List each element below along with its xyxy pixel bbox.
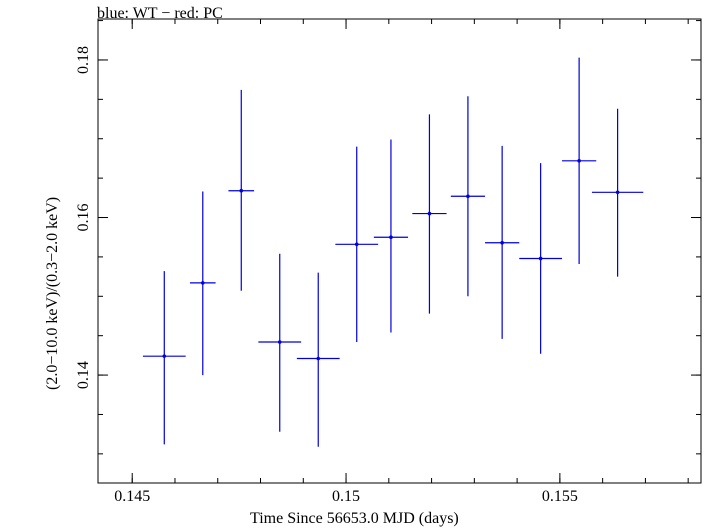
y-tick-label: 0.14 bbox=[75, 361, 92, 389]
chart-title: blue: WT − red: PC bbox=[97, 5, 223, 22]
data-point bbox=[258, 253, 302, 432]
point-marker bbox=[354, 242, 359, 247]
y-tick-label: 0.18 bbox=[75, 46, 92, 74]
x-tick-label: 0.15 bbox=[332, 488, 360, 505]
data-point bbox=[228, 89, 255, 291]
data-point bbox=[189, 191, 216, 376]
y-tick-label: 0.16 bbox=[75, 204, 92, 232]
data-point bbox=[485, 145, 520, 339]
data-point bbox=[562, 57, 597, 264]
point-marker bbox=[427, 211, 432, 216]
data-point bbox=[591, 108, 644, 277]
point-marker bbox=[316, 356, 321, 361]
data-point bbox=[296, 272, 340, 447]
plot-frame bbox=[97, 18, 702, 484]
point-marker bbox=[615, 190, 620, 195]
point-marker bbox=[239, 188, 244, 193]
x-tick-label: 0.145 bbox=[114, 488, 150, 505]
data-point bbox=[412, 114, 447, 314]
point-marker bbox=[466, 194, 470, 199]
point-marker bbox=[277, 340, 282, 344]
data-point bbox=[373, 139, 409, 333]
y-axis-label: (2.0−10.0 keV)/(0.3−2.0 keV) bbox=[44, 196, 61, 390]
x-axis-label: Time Since 56653.0 MJD (days) bbox=[250, 510, 459, 527]
data-point bbox=[335, 146, 379, 342]
tick-labels: 0.145 0.15 0.155 0.14 0.16 0.18 bbox=[75, 46, 578, 505]
data-point bbox=[519, 163, 563, 354]
point-marker bbox=[162, 354, 167, 358]
point-marker bbox=[200, 281, 205, 285]
point-marker bbox=[500, 240, 504, 245]
point-marker bbox=[577, 158, 581, 163]
x-tick-label: 0.155 bbox=[542, 488, 578, 505]
data-point bbox=[142, 271, 186, 445]
point-marker bbox=[538, 256, 543, 261]
point-marker bbox=[389, 235, 393, 240]
data-marks bbox=[142, 57, 644, 447]
data-point bbox=[450, 96, 486, 297]
axis-ticks bbox=[98, 19, 701, 483]
